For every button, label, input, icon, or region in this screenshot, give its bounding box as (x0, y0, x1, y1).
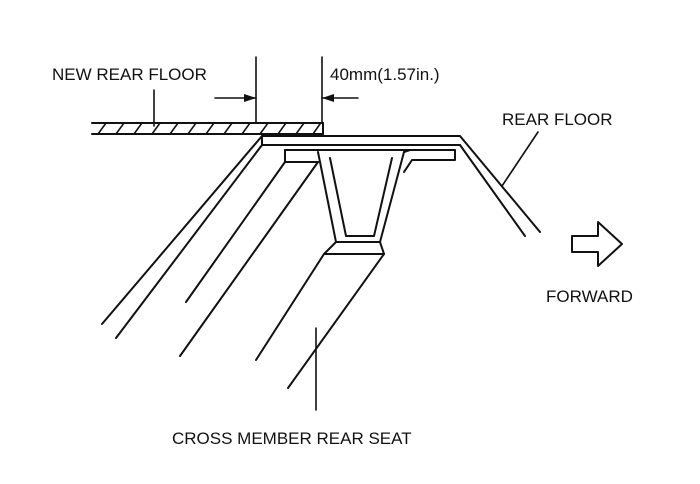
new-rear-floor-panel (91, 122, 324, 135)
new-rear-floor-label: NEW REAR FLOOR (52, 65, 207, 84)
rear-floor-panel (261, 135, 541, 237)
forward-label: FORWARD (546, 287, 633, 306)
rear-floor-leader (501, 131, 539, 187)
forward-arrow-icon (571, 221, 623, 267)
cross-member-rear-seat (101, 135, 456, 389)
dimension-marker (214, 56, 359, 123)
rear-floor-label: REAR FLOOR (502, 110, 613, 129)
dimension-label: 40mm(1.57in.) (330, 65, 440, 84)
cross-member-label: CROSS MEMBER REAR SEAT (172, 429, 412, 448)
